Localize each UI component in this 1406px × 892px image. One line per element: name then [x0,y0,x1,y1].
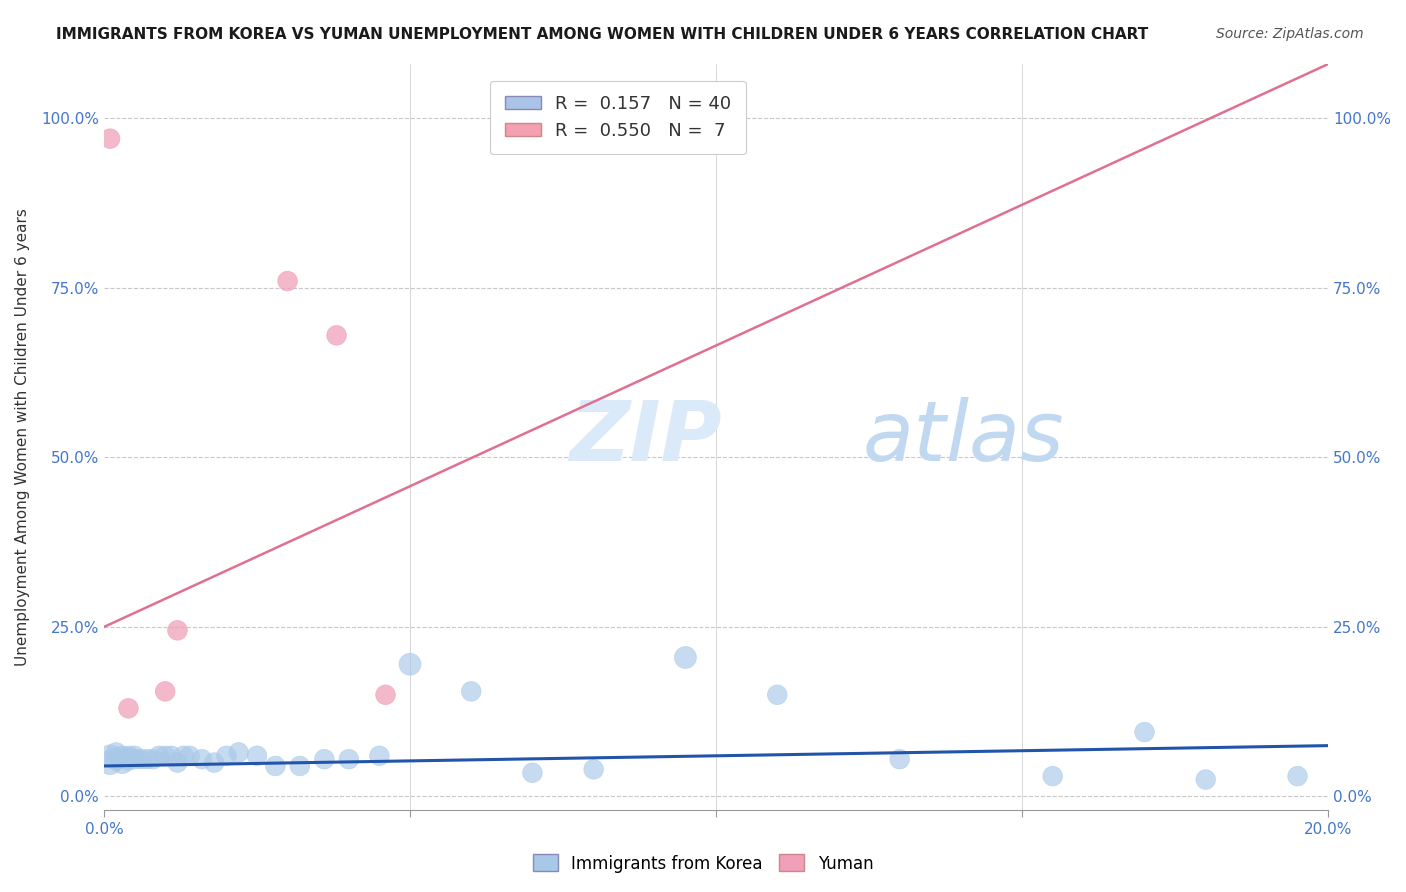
Point [135,752,157,766]
Point [277,274,299,288]
Point [111,748,134,763]
Point [337,752,360,766]
Point [105,746,128,760]
Point [148,748,170,763]
Point [264,759,287,773]
Y-axis label: Unemployment Among Women with Children Under 6 years: Unemployment Among Women with Children U… [15,208,30,666]
Point [522,765,544,780]
Point [117,701,139,715]
Point [889,752,911,766]
Point [129,752,152,766]
Point [1286,769,1309,783]
Point [111,756,134,770]
Point [105,752,128,766]
Point [173,748,195,763]
Point [1133,725,1156,739]
Point [460,684,482,698]
Point [153,748,176,763]
Point [368,748,391,763]
Point [314,752,336,766]
Point [124,748,146,763]
Point [142,752,165,766]
Text: IMMIGRANTS FROM KOREA VS YUMAN UNEMPLOYMENT AMONG WOMEN WITH CHILDREN UNDER 6 YE: IMMIGRANTS FROM KOREA VS YUMAN UNEMPLOYM… [56,27,1149,42]
Legend: R =  0.157   N = 40, R =  0.550   N =  7: R = 0.157 N = 40, R = 0.550 N = 7 [491,80,747,154]
Point [179,748,201,763]
Point [766,688,789,702]
Point [246,748,269,763]
Point [98,748,121,763]
Text: Source: ZipAtlas.com: Source: ZipAtlas.com [1216,27,1364,41]
Point [325,328,347,343]
Point [675,650,697,665]
Point [124,752,146,766]
Point [153,684,176,698]
Point [399,657,422,672]
Point [117,748,139,763]
Point [166,624,188,638]
Point [374,688,396,702]
Point [215,748,238,763]
Text: atlas: atlas [863,397,1064,477]
Legend: Immigrants from Korea, Yuman: Immigrants from Korea, Yuman [526,847,880,880]
Point [191,752,214,766]
Point [1042,769,1064,783]
Point [117,752,139,766]
Point [98,756,121,770]
Point [1195,772,1218,787]
Text: ZIP: ZIP [569,397,721,477]
Point [160,748,183,763]
Point [228,746,250,760]
Point [202,756,225,770]
Point [582,763,605,777]
Point [98,131,121,145]
Point [288,759,311,773]
Point [166,756,188,770]
